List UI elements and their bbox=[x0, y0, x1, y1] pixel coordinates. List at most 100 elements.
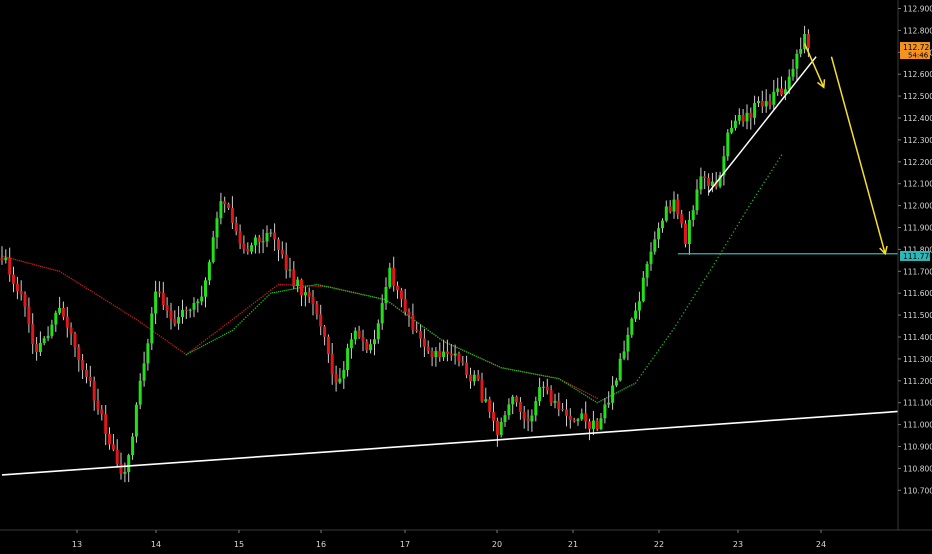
candle-bearish[interactable] bbox=[85, 369, 88, 377]
candle-bullish[interactable] bbox=[791, 68, 795, 77]
candle-bullish[interactable] bbox=[134, 404, 138, 437]
candle-bearish[interactable] bbox=[495, 420, 499, 435]
candle-bullish[interactable] bbox=[618, 358, 622, 381]
candle-bearish[interactable] bbox=[173, 318, 177, 324]
candle-bullish[interactable] bbox=[611, 385, 615, 403]
candle-bullish[interactable] bbox=[146, 343, 150, 364]
candle-bullish[interactable] bbox=[661, 220, 664, 229]
candle-bearish[interactable] bbox=[238, 231, 242, 244]
candle-bearish[interactable] bbox=[230, 208, 234, 223]
candle-bullish[interactable] bbox=[338, 378, 342, 383]
candle-bearish[interactable] bbox=[284, 254, 288, 270]
candle-bearish[interactable] bbox=[518, 402, 522, 412]
candle-bearish[interactable] bbox=[330, 354, 334, 375]
candle-bullish[interactable] bbox=[745, 112, 749, 122]
candle-bearish[interactable] bbox=[522, 411, 526, 419]
candle-bearish[interactable] bbox=[595, 420, 599, 429]
candle-bearish[interactable] bbox=[108, 433, 111, 445]
candle-bearish[interactable] bbox=[749, 112, 753, 118]
candle-bullish[interactable] bbox=[691, 210, 695, 220]
candle-bearish[interactable] bbox=[100, 409, 104, 415]
candle-bearish[interactable] bbox=[526, 418, 530, 422]
candle-bearish[interactable] bbox=[23, 294, 27, 307]
candle-bearish[interactable] bbox=[234, 222, 238, 232]
candle-bearish[interactable] bbox=[714, 181, 718, 187]
candle-bearish[interactable] bbox=[557, 400, 561, 409]
candle-bullish[interactable] bbox=[380, 303, 384, 324]
candle-bullish[interactable] bbox=[507, 404, 511, 416]
candle-bullish[interactable] bbox=[38, 342, 42, 353]
candle-bullish[interactable] bbox=[250, 245, 254, 252]
candle-bearish[interactable] bbox=[257, 237, 261, 242]
candle-bearish[interactable] bbox=[760, 100, 764, 107]
candle-bullish[interactable] bbox=[150, 313, 154, 344]
candle-bullish[interactable] bbox=[200, 296, 204, 302]
candle-bearish[interactable] bbox=[565, 409, 568, 416]
candle-bullish[interactable] bbox=[722, 156, 726, 176]
candle-bearish[interactable] bbox=[488, 399, 492, 412]
candle-bullish[interactable] bbox=[503, 415, 507, 422]
candle-bullish[interactable] bbox=[614, 380, 618, 386]
candle-bullish[interactable] bbox=[46, 335, 50, 339]
candle-bearish[interactable] bbox=[280, 249, 284, 255]
candle-bullish[interactable] bbox=[541, 386, 545, 388]
candle-bearish[interactable] bbox=[69, 327, 73, 334]
candle-bullish[interactable] bbox=[346, 348, 350, 370]
candle-bullish[interactable] bbox=[204, 280, 207, 297]
candle-bullish[interactable] bbox=[630, 318, 634, 335]
candle-bearish[interactable] bbox=[568, 415, 572, 420]
candle-bullish[interactable] bbox=[795, 53, 799, 69]
candle-bearish[interactable] bbox=[768, 101, 772, 105]
candle-bearish[interactable] bbox=[741, 115, 745, 122]
candle-bullish[interactable] bbox=[764, 101, 768, 107]
candle-bearish[interactable] bbox=[323, 326, 327, 337]
candle-bullish[interactable] bbox=[288, 269, 292, 271]
candle-bearish[interactable] bbox=[707, 177, 711, 186]
candle-bearish[interactable] bbox=[223, 201, 227, 205]
candle-bearish[interactable] bbox=[457, 353, 461, 362]
candle-bearish[interactable] bbox=[0, 258, 4, 261]
candle-bullish[interactable] bbox=[54, 312, 58, 325]
candle-bearish[interactable] bbox=[246, 248, 250, 252]
candle-bearish[interactable] bbox=[572, 419, 576, 421]
candle-bullish[interactable] bbox=[576, 419, 580, 421]
candle-bearish[interactable] bbox=[361, 337, 365, 342]
candle-bullish[interactable] bbox=[131, 436, 135, 455]
candle-bearish[interactable] bbox=[780, 88, 783, 95]
candle-bearish[interactable] bbox=[430, 350, 434, 357]
candle-bearish[interactable] bbox=[549, 390, 553, 403]
candle-bearish[interactable] bbox=[92, 380, 96, 401]
candle-bullish[interactable] bbox=[645, 264, 649, 278]
candle-bearish[interactable] bbox=[165, 305, 169, 311]
projection-arrow-shaft[interactable] bbox=[803, 43, 825, 88]
candle-bearish[interactable] bbox=[115, 449, 119, 465]
candle-bullish[interactable] bbox=[261, 241, 265, 243]
candle-bearish[interactable] bbox=[81, 360, 85, 370]
candle-bearish[interactable] bbox=[315, 304, 319, 315]
candle-bullish[interactable] bbox=[634, 310, 638, 319]
candle-bullish[interactable] bbox=[384, 287, 388, 304]
candle-bullish[interactable] bbox=[369, 344, 373, 351]
candle-bearish[interactable] bbox=[73, 333, 77, 348]
candle-bearish[interactable] bbox=[65, 316, 69, 328]
candle-bullish[interactable] bbox=[442, 351, 446, 357]
candle-bullish[interactable] bbox=[484, 399, 488, 402]
candle-bullish[interactable] bbox=[672, 199, 676, 212]
candle-bullish[interactable] bbox=[699, 176, 703, 190]
candle-bearish[interactable] bbox=[311, 296, 315, 305]
candle-bearish[interactable] bbox=[449, 353, 453, 356]
candle-bullish[interactable] bbox=[177, 317, 181, 324]
candle-bullish[interactable] bbox=[142, 363, 146, 381]
support-trendline[interactable] bbox=[1, 410, 899, 476]
candle-bearish[interactable] bbox=[438, 350, 442, 357]
candle-bullish[interactable] bbox=[753, 103, 757, 118]
candle-bullish[interactable] bbox=[641, 277, 645, 302]
candle-bullish[interactable] bbox=[472, 374, 476, 382]
candle-bullish[interactable] bbox=[265, 233, 269, 242]
candle-bearish[interactable] bbox=[88, 376, 92, 381]
candle-bullish[interactable] bbox=[803, 34, 807, 49]
candle-bearish[interactable] bbox=[411, 315, 415, 330]
candle-bearish[interactable] bbox=[469, 374, 472, 382]
candle-bullish[interactable] bbox=[530, 415, 534, 422]
